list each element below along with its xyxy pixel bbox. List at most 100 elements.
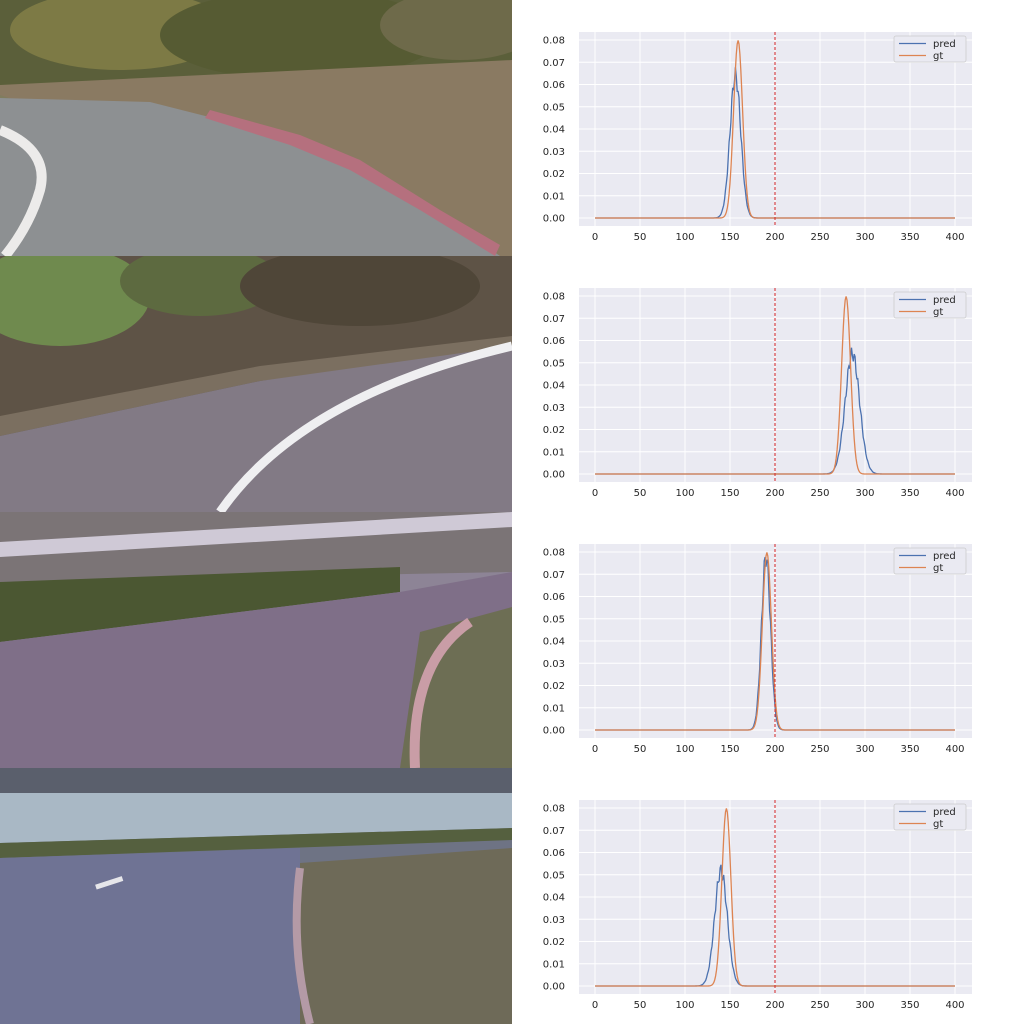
- y-tick-label: 0.07: [543, 826, 565, 837]
- y-tick-label: 0.01: [543, 447, 565, 458]
- x-tick-label: 200: [765, 488, 784, 499]
- y-tick-label: 0.04: [543, 893, 565, 904]
- y-tick-label: 0.06: [543, 336, 565, 347]
- x-tick-label: 400: [945, 232, 964, 243]
- legend-label-pred: pred: [933, 551, 956, 562]
- x-tick-label: 200: [765, 744, 784, 755]
- density-plot-3: 0 50 100 150 200 250 300 350 400 0.00 0.01 0.02 0.03…: [512, 512, 1024, 768]
- x-tick-label: 50: [634, 1000, 647, 1011]
- x-tick-label: 250: [810, 1000, 829, 1011]
- y-tick-label: 0.02: [543, 425, 565, 436]
- x-tick-label: 350: [900, 488, 919, 499]
- chart-svg: 0 50 100 150 200 250 300 350 400 0.00 0.01 0.02 0.03…: [543, 288, 972, 499]
- y-tick-label: 0.03: [543, 915, 565, 926]
- road-photo-3: [0, 512, 512, 768]
- chart-svg: 0 50 100 150 200 250 300 350 400 0.00 0.01 0.02 0.03…: [543, 544, 972, 755]
- y-tick-label: 0.05: [543, 358, 565, 369]
- chart-svg: 0 50 100 150 200 250 300 350 400 0.00 0.01 0.02 0.03…: [543, 32, 972, 243]
- x-tick-label: 350: [900, 1000, 919, 1011]
- x-tick-label: 400: [945, 488, 964, 499]
- legend-label-gt: gt: [933, 51, 943, 62]
- row-2: 0 50 100 150 200 250 300 350 400 0.00 0.01 0.02 0.03…: [0, 256, 1024, 512]
- y-tick-label: 0.07: [543, 570, 565, 581]
- density-plot-2: 0 50 100 150 200 250 300 350 400 0.00 0.01 0.02 0.03…: [512, 256, 1024, 512]
- y-tick-label: 0.08: [543, 804, 565, 815]
- y-tick-label: 0.02: [543, 937, 565, 948]
- x-tick-label: 100: [675, 1000, 694, 1011]
- legend-label-gt: gt: [933, 563, 943, 574]
- y-tick-label: 0.04: [543, 125, 565, 136]
- y-tick-label: 0.06: [543, 592, 565, 603]
- x-tick-label: 300: [855, 1000, 874, 1011]
- x-tick-label: 50: [634, 744, 647, 755]
- y-tick-label: 0.01: [543, 191, 565, 202]
- x-tick-label: 400: [945, 1000, 964, 1011]
- x-tick-label: 400: [945, 744, 964, 755]
- x-tick-label: 100: [675, 232, 694, 243]
- y-tick-label: 0.08: [543, 292, 565, 303]
- chart-svg: 0 50 100 150 200 250 300 350 400 0.00 0.01 0.02 0.03…: [543, 800, 972, 1011]
- y-tick-label: 0.00: [543, 726, 565, 737]
- y-tick-label: 0.03: [543, 403, 565, 414]
- x-tick-label: 0: [592, 488, 598, 499]
- y-tick-label: 0.01: [543, 959, 565, 970]
- y-tick-label: 0.05: [543, 102, 565, 113]
- density-plot-4: 0 50 100 150 200 250 300 350 400 0.00 0.01 0.02 0.03…: [512, 768, 1024, 1024]
- x-tick-label: 100: [675, 488, 694, 499]
- y-tick-label: 0.05: [543, 870, 565, 881]
- y-tick-label: 0.06: [543, 80, 565, 91]
- row-4: 0 50 100 150 200 250 300 350 400 0.00 0.01 0.02 0.03…: [0, 768, 1024, 1024]
- y-tick-label: 0.05: [543, 614, 565, 625]
- y-tick-label: 0.04: [543, 637, 565, 648]
- x-tick-label: 50: [634, 232, 647, 243]
- x-tick-label: 150: [720, 1000, 739, 1011]
- legend-label-pred: pred: [933, 295, 956, 306]
- x-tick-label: 300: [855, 232, 874, 243]
- legend-label-gt: gt: [933, 819, 943, 830]
- road-photo-4: [0, 768, 512, 1024]
- y-tick-label: 0.08: [543, 36, 565, 47]
- x-tick-label: 250: [810, 232, 829, 243]
- x-tick-label: 200: [765, 232, 784, 243]
- x-tick-label: 150: [720, 232, 739, 243]
- y-tick-label: 0.02: [543, 681, 565, 692]
- x-tick-label: 150: [720, 488, 739, 499]
- x-tick-label: 250: [810, 488, 829, 499]
- x-tick-label: 150: [720, 744, 739, 755]
- y-tick-label: 0.03: [543, 659, 565, 670]
- x-tick-label: 0: [592, 744, 598, 755]
- x-tick-label: 100: [675, 744, 694, 755]
- x-tick-label: 350: [900, 232, 919, 243]
- x-tick-label: 50: [634, 488, 647, 499]
- x-tick-label: 200: [765, 1000, 784, 1011]
- y-tick-label: 0.04: [543, 381, 565, 392]
- y-tick-label: 0.00: [543, 470, 565, 481]
- y-tick-label: 0.08: [543, 548, 565, 559]
- y-tick-label: 0.00: [543, 982, 565, 993]
- x-tick-label: 0: [592, 232, 598, 243]
- road-photo-1: [0, 0, 512, 256]
- x-tick-label: 350: [900, 744, 919, 755]
- y-tick-label: 0.07: [543, 58, 565, 69]
- x-tick-label: 0: [592, 1000, 598, 1011]
- road-photo-2: [0, 256, 512, 512]
- legend-label-pred: pred: [933, 807, 956, 818]
- y-tick-label: 0.07: [543, 314, 565, 325]
- x-tick-label: 300: [855, 744, 874, 755]
- legend-label-gt: gt: [933, 307, 943, 318]
- y-tick-label: 0.00: [543, 214, 565, 225]
- x-tick-label: 250: [810, 744, 829, 755]
- y-tick-label: 0.01: [543, 703, 565, 714]
- row-1: 0 50 100 150 200 250 300 350 400 0.00 0.01 0.02 0.03…: [0, 0, 1024, 256]
- density-plot-1: 0 50 100 150 200 250 300 350 400 0.00 0.01 0.02 0.03…: [512, 0, 1024, 256]
- y-tick-label: 0.06: [543, 848, 565, 859]
- y-tick-label: 0.03: [543, 147, 565, 158]
- x-tick-label: 300: [855, 488, 874, 499]
- row-3: 0 50 100 150 200 250 300 350 400 0.00 0.01 0.02 0.03…: [0, 512, 1024, 768]
- y-tick-label: 0.02: [543, 169, 565, 180]
- legend-label-pred: pred: [933, 39, 956, 50]
